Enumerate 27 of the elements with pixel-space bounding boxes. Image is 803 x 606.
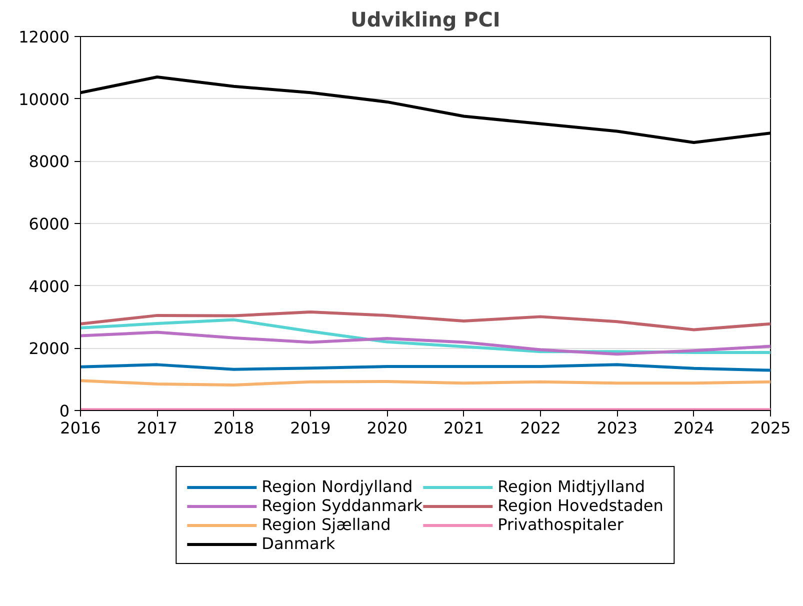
legend-label: Region Midtjylland bbox=[498, 477, 646, 496]
line-series bbox=[80, 310, 770, 332]
x-tick-label: 2017 bbox=[136, 418, 178, 438]
legend-label: Region Sjælland bbox=[262, 515, 391, 534]
y-tick-label: 4000 bbox=[28, 276, 70, 296]
legend-label: Danmark bbox=[262, 534, 336, 553]
legend-label: Region Hovedstaden bbox=[498, 496, 664, 515]
y-tick-label: 6000 bbox=[28, 214, 70, 234]
legend-label: Region Syddanmark bbox=[262, 496, 423, 515]
x-tick-label: 2025 bbox=[750, 418, 791, 438]
x-tick-label: 2024 bbox=[673, 418, 714, 438]
y-tick-label: 2000 bbox=[28, 339, 70, 358]
x-tick-label: 2016 bbox=[60, 418, 101, 438]
y-tick-label: 10000 bbox=[18, 90, 70, 109]
x-tick-label: 2023 bbox=[596, 418, 638, 438]
line-series bbox=[80, 330, 770, 356]
chart-title: Udvikling PCI bbox=[350, 8, 500, 32]
x-tick-label: 2022 bbox=[520, 418, 561, 438]
x-tick-label: 2018 bbox=[213, 418, 254, 438]
x-tick-label: 2019 bbox=[290, 418, 331, 438]
legend-label: Privathospitaler bbox=[498, 515, 624, 534]
x-tick-label: 2020 bbox=[366, 418, 408, 438]
y-tick-label: 8000 bbox=[28, 152, 70, 172]
x-tick-label: 2021 bbox=[443, 418, 484, 438]
y-tick-label: 0 bbox=[59, 402, 70, 420]
legend-label: Region Nordjylland bbox=[262, 477, 413, 496]
y-tick-label: 12000 bbox=[18, 28, 70, 46]
